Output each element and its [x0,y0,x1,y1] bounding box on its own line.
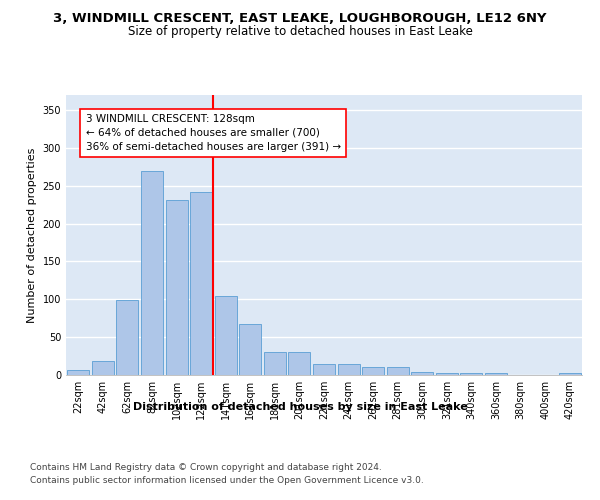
Bar [190,192,212,375]
Bar [289,352,310,375]
Bar [559,372,581,375]
Bar [116,300,139,375]
Bar [485,374,507,375]
Bar [460,372,482,375]
Bar [141,170,163,375]
Bar [67,370,89,375]
Bar [92,362,114,375]
Text: Size of property relative to detached houses in East Leake: Size of property relative to detached ho… [128,25,472,38]
Y-axis label: Number of detached properties: Number of detached properties [27,148,37,322]
Text: Distribution of detached houses by size in East Leake: Distribution of detached houses by size … [133,402,467,412]
Bar [386,368,409,375]
Text: 3 WINDMILL CRESCENT: 128sqm
← 64% of detached houses are smaller (700)
36% of se: 3 WINDMILL CRESCENT: 128sqm ← 64% of det… [86,114,341,152]
Bar [264,352,286,375]
Text: Contains HM Land Registry data © Crown copyright and database right 2024.: Contains HM Land Registry data © Crown c… [30,462,382,471]
Bar [215,296,237,375]
Bar [239,324,262,375]
Bar [436,372,458,375]
Bar [313,364,335,375]
Bar [166,200,188,375]
Text: 3, WINDMILL CRESCENT, EAST LEAKE, LOUGHBOROUGH, LE12 6NY: 3, WINDMILL CRESCENT, EAST LEAKE, LOUGHB… [53,12,547,26]
Bar [362,368,384,375]
Bar [338,364,359,375]
Text: Contains public sector information licensed under the Open Government Licence v3: Contains public sector information licen… [30,476,424,485]
Bar [411,372,433,375]
